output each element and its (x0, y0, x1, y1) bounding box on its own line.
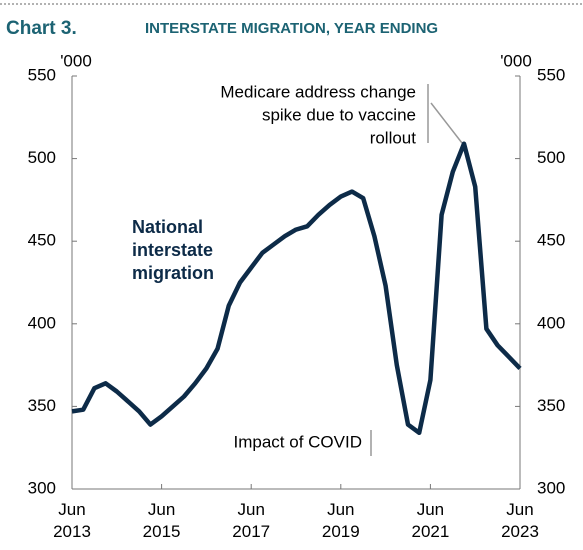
y-unit-label: '000 (60, 51, 92, 70)
x-tick-label: Jun 2019 (322, 500, 360, 541)
chart-number: Chart 3. (6, 18, 77, 39)
y2-tick-label: 550 (537, 65, 565, 84)
annotation-leader (430, 102, 463, 144)
annotation: spike due to vaccine (262, 105, 416, 124)
y-tick-label: 400 (28, 313, 56, 332)
annotation: rollout (370, 128, 417, 147)
y2-tick-label: 350 (537, 396, 565, 415)
x-tick-label: Jun 2023 (501, 500, 539, 541)
y2-unit-label: '000 (500, 51, 532, 70)
annotation: Medicare address change (220, 82, 416, 101)
series-label: National (132, 217, 203, 237)
chart-title: INTERSTATE MIGRATION, YEAR ENDING (145, 20, 438, 37)
y2-tick-label: 400 (537, 313, 565, 332)
y2-tick-label: 450 (537, 231, 565, 250)
y-tick-label: 550 (28, 65, 56, 84)
x-tick-label: Jun 2017 (232, 500, 270, 541)
y-tick-label: 300 (28, 478, 56, 497)
data-line (71, 141, 522, 436)
x-tick-label: Jun 2013 (53, 500, 91, 541)
series-label: migration (132, 263, 214, 283)
x-tick-label: Jun 2021 (411, 500, 449, 541)
y-tick-label: 500 (28, 148, 56, 167)
y-tick-label: 350 (28, 396, 56, 415)
x-tick-label: Jun 2015 (143, 500, 181, 541)
y2-tick-label: 300 (537, 478, 565, 497)
y2-tick-label: 500 (537, 148, 565, 167)
y-tick-label: 450 (28, 231, 56, 250)
annotation: Impact of COVID (234, 432, 362, 451)
series-label: interstate (132, 240, 213, 260)
